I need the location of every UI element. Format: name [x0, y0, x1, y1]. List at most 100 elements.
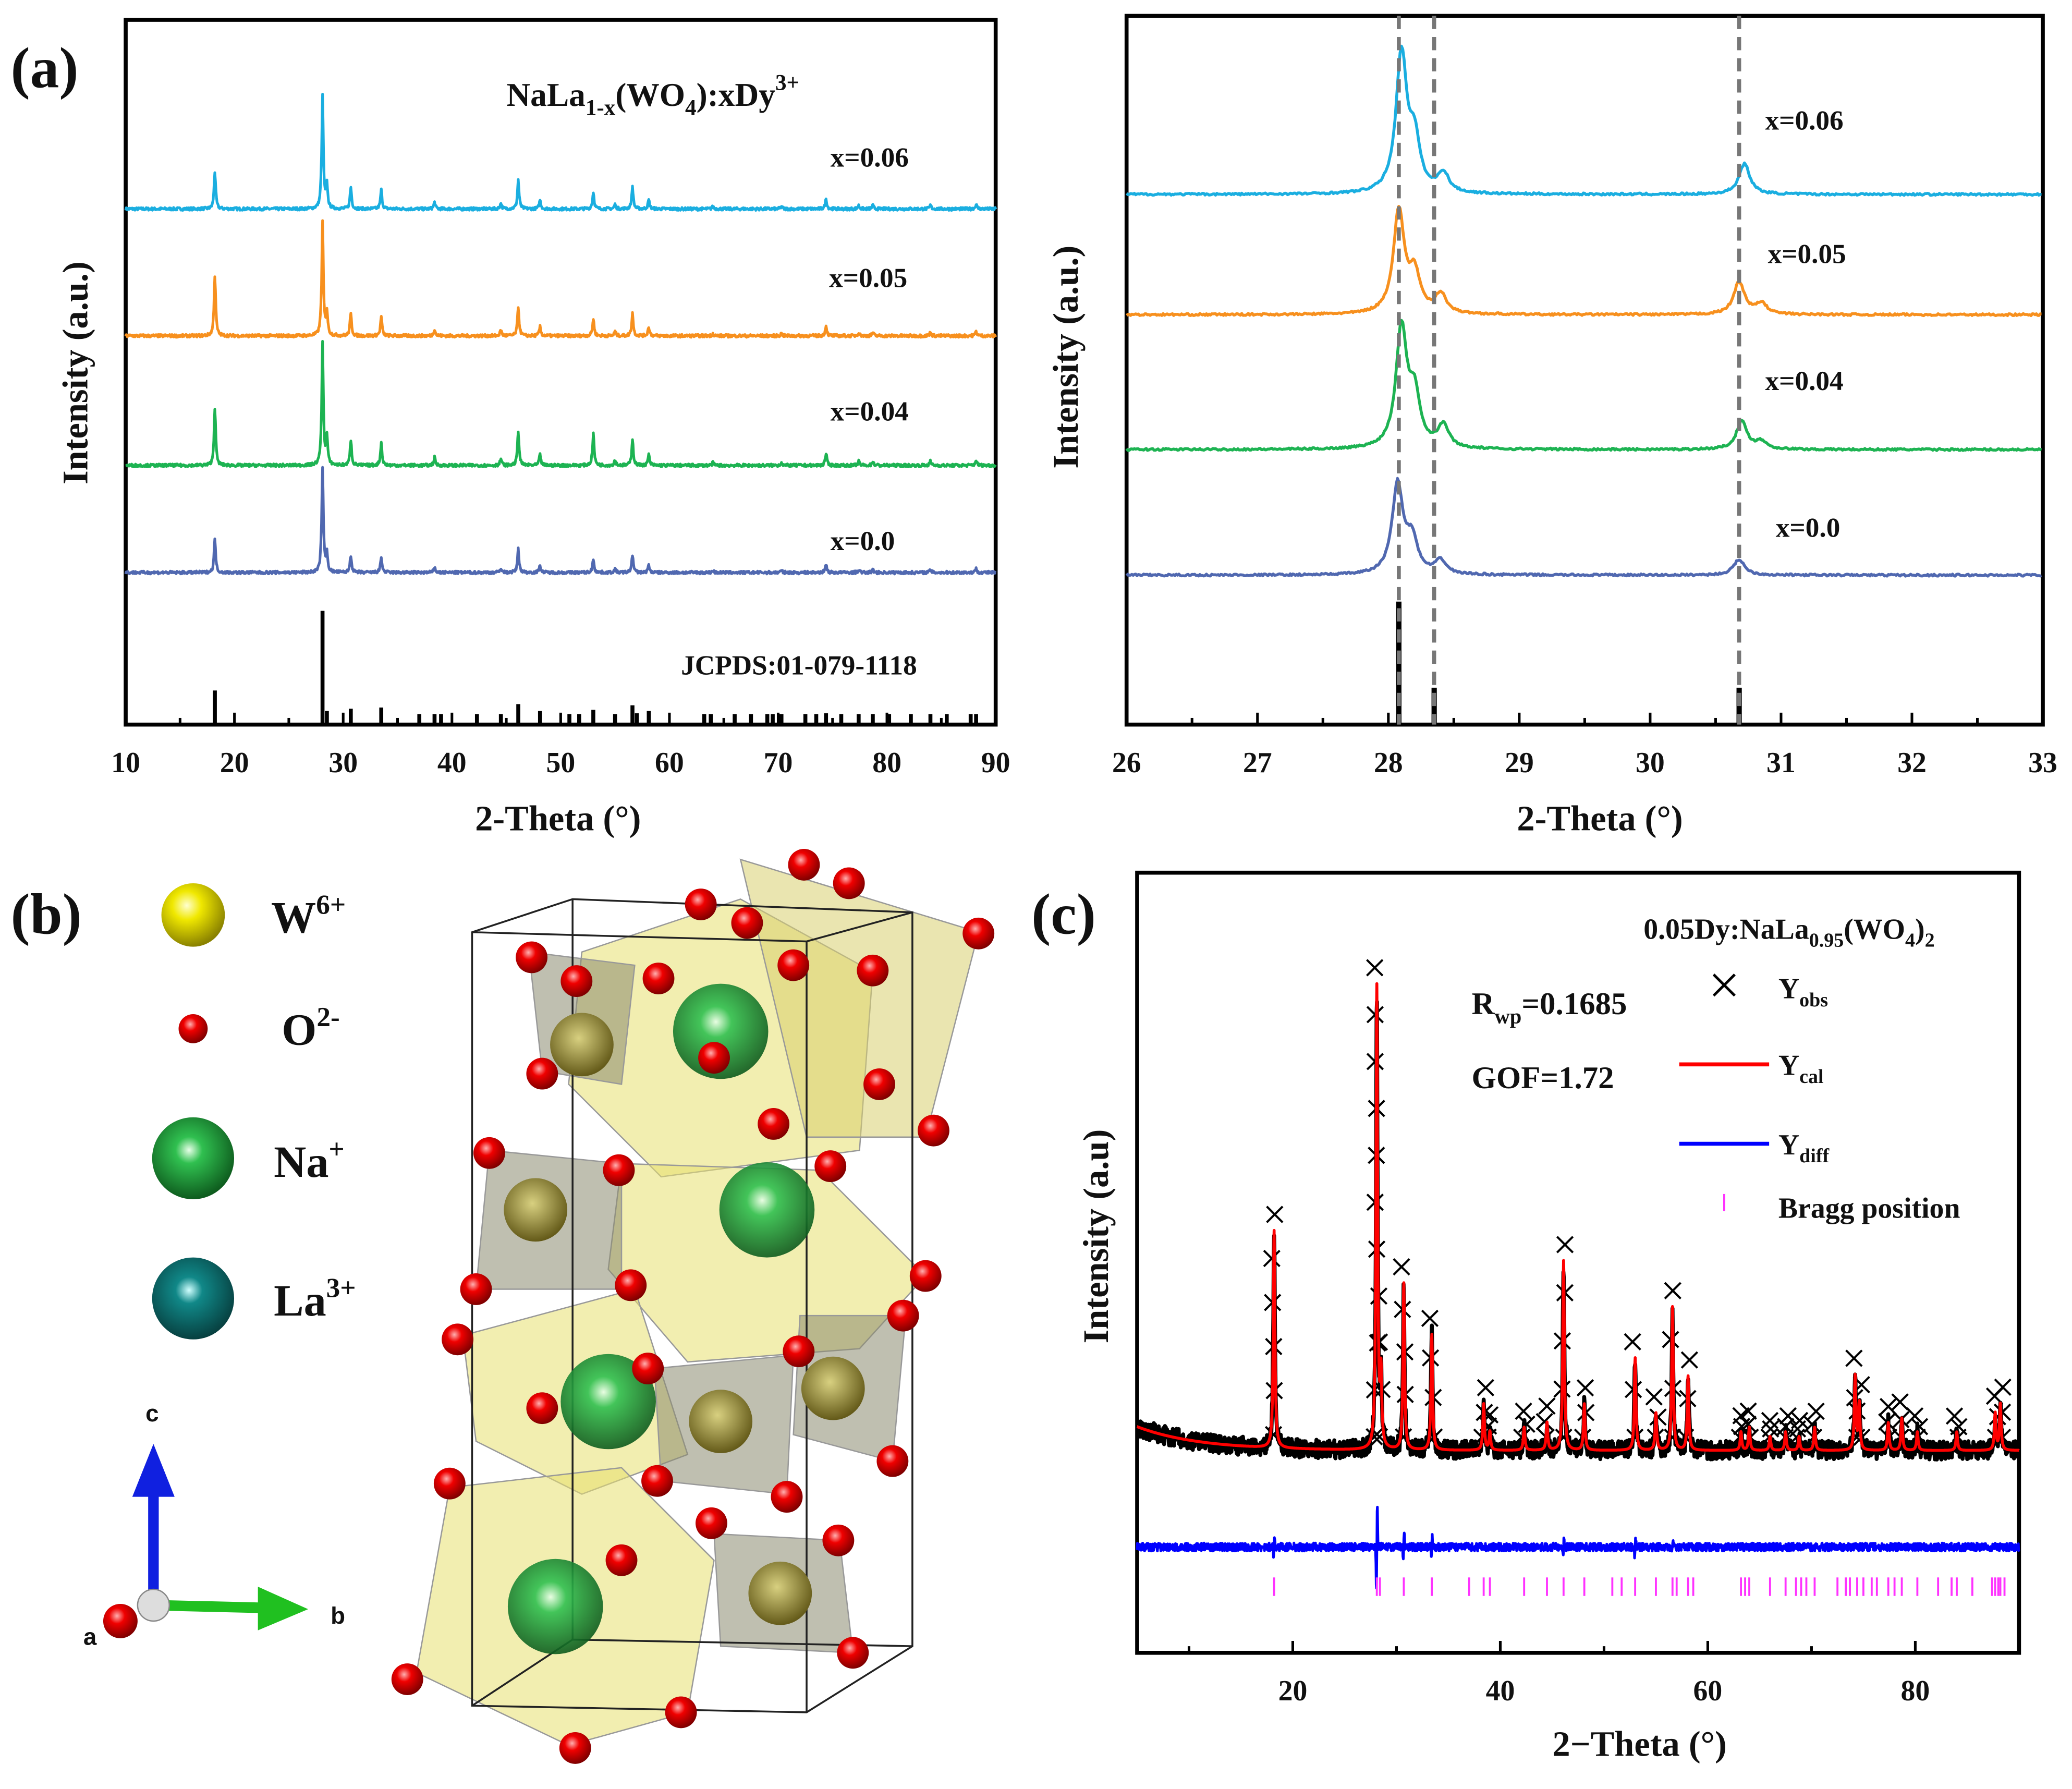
reference-label: JCPDS:01-079-1118 [681, 650, 917, 680]
yobs-marker [1739, 1402, 1757, 1420]
x-tick-label: 40 [1486, 1675, 1515, 1707]
o-atom [516, 941, 548, 973]
o-ion-sphere-icon [178, 1014, 208, 1043]
x-tick-label: 50 [546, 747, 575, 779]
legend-na: Na+ [274, 1134, 345, 1187]
yobs-marker [1910, 1418, 1929, 1435]
yobs-marker [1518, 1415, 1535, 1433]
yobs-marker [1366, 1006, 1384, 1024]
x-tick-label: 33 [2028, 747, 2057, 779]
o-atom [442, 1323, 473, 1356]
series-label-x000: x=0.0 [831, 526, 895, 556]
o-atom [962, 917, 995, 950]
x-tick-label: 30 [328, 747, 358, 779]
la-ion-sphere-icon [152, 1257, 235, 1340]
na-la-atom [719, 1162, 815, 1258]
xrd-zoom-curve-x000 [1125, 477, 2042, 578]
x-tick-label: 26 [1112, 747, 1141, 779]
o-atom [783, 1335, 815, 1368]
legend-yobs-label: Yobs [1778, 973, 1828, 1011]
y-axis-label: Intensity (a.u) [1076, 1129, 1116, 1344]
series-label-x005: x=0.05 [1768, 239, 1846, 270]
series-label-x006: x=0.06 [1765, 105, 1844, 136]
o-atom [685, 889, 717, 920]
o-atom [460, 1273, 492, 1305]
legend-la: La3+ [274, 1273, 356, 1326]
series-label-x004: x=0.04 [831, 396, 909, 427]
plot-frame [1135, 870, 2021, 1655]
chart-a-title: NaLa1-x(WO4):xDy3+ [506, 70, 799, 120]
chart-c-title: 0.05Dy:NaLa0.95(WO4)2 [1643, 913, 1934, 951]
w-ion-sphere-icon [161, 883, 225, 947]
o-atom [887, 1299, 919, 1332]
rwp-annotation: Rwp=0.1685 [1472, 987, 1627, 1028]
yobs-marker [1906, 1407, 1924, 1425]
yobs-marker [1366, 959, 1384, 977]
series-label-x005: x=0.05 [829, 262, 907, 293]
x-tick-label: 29 [1505, 747, 1534, 779]
x-tick-label: 31 [1766, 747, 1796, 779]
yobs-marker [1779, 1407, 1797, 1425]
yobs-marker [1945, 1407, 1964, 1425]
na-ion-sphere-icon [152, 1117, 235, 1200]
yobs-marker [1266, 1206, 1284, 1223]
o-atom [698, 1042, 730, 1074]
o-atom [696, 1507, 727, 1539]
rietveld-refinement-chart: 0.05Dy:NaLa0.95(WO4)2 Rwp=0.1685 GOF=1.7… [1076, 870, 2021, 1764]
x-tick-label: 80 [872, 747, 901, 779]
panel-label-b: (b) [10, 882, 81, 946]
w-atom [504, 1178, 568, 1242]
c-axis-arrowhead [132, 1444, 175, 1497]
series-label-x006: x=0.06 [831, 142, 909, 173]
legend: Yobs Ycal Ydiff Bragg position [1679, 973, 1960, 1225]
x-tick-label: 32 [1897, 747, 1927, 779]
yobs-marker [1576, 1379, 1594, 1397]
xrd-curve-x000 [124, 466, 997, 576]
xrd-curve-x006 [124, 93, 997, 212]
ion-legend: W6+ O2- Na+ La3+ [152, 883, 356, 1340]
x-tick-label: 30 [1636, 747, 1665, 779]
panel-label-c: (c) [1031, 882, 1096, 946]
plot-frame [124, 18, 998, 727]
x-tick-label: 80 [1901, 1675, 1930, 1707]
yobs-marker [1994, 1378, 2012, 1396]
o-atom [918, 1114, 949, 1147]
w-atom [748, 1561, 812, 1625]
x-tick-label: 10 [111, 747, 140, 779]
x-tick-label: 20 [1278, 1675, 1308, 1707]
yobs-marker [1891, 1393, 1909, 1411]
o-atom [771, 1481, 803, 1513]
o-atom [731, 907, 763, 939]
yobs-marker [1762, 1420, 1780, 1438]
x-axis-label: 2-Theta (°) [475, 799, 641, 838]
unit-cell-model [391, 849, 995, 1764]
legend-o: O2- [282, 1002, 339, 1055]
o-atom [560, 965, 593, 997]
x-axis-label: 2-Theta (°) [1517, 799, 1683, 838]
ycal-curve [1136, 982, 2020, 1452]
o-atom [788, 849, 820, 881]
x-tick-label: 60 [655, 747, 684, 779]
yobs-marker [1626, 1428, 1644, 1446]
yobs-marker [1803, 1415, 1821, 1433]
yobs-marker [1878, 1413, 1896, 1431]
xrd-curve-x004 [125, 339, 997, 468]
legend-yobs-marker [1712, 973, 1736, 997]
o-atom [605, 1544, 638, 1576]
o-atom [876, 1445, 909, 1477]
yobs-marker [1649, 1408, 1667, 1426]
o-atom [559, 1732, 591, 1764]
yobs-marker [1263, 1249, 1281, 1268]
yobs-marker [1556, 1236, 1574, 1253]
plot-frame [1124, 14, 2045, 727]
yobs-marker [1421, 1309, 1439, 1327]
series-label-x004: x=0.04 [1765, 366, 1844, 396]
o-atom [526, 1057, 558, 1090]
x-tick-label: 28 [1374, 747, 1403, 779]
yobs-marker [1624, 1333, 1641, 1351]
na-la-atom [673, 983, 769, 1079]
yobs-marker [1515, 1402, 1532, 1420]
o-atom [391, 1663, 423, 1695]
o-atom [603, 1154, 635, 1186]
